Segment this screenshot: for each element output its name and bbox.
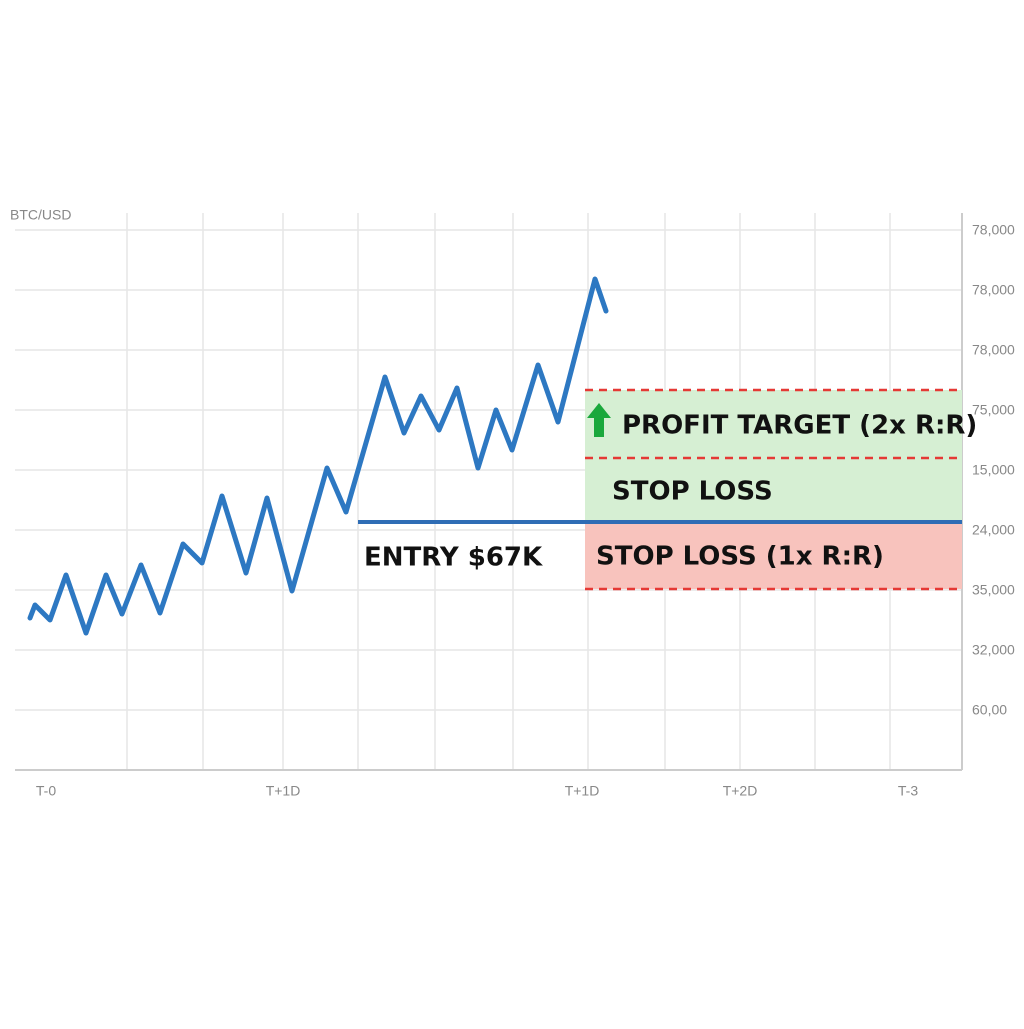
x-tick-label: T+2D <box>723 783 758 799</box>
y-labels: 78,000 78,000 78,000 75,000 15,000 24,00… <box>972 222 1015 718</box>
x-tick-label: T+1D <box>565 783 600 799</box>
y-tick-label: 75,000 <box>972 402 1015 418</box>
x-labels: T-0 T+1D T+1D T+2D T-3 <box>36 783 918 799</box>
y-tick-label: 60,00 <box>972 702 1007 718</box>
y-tick-label: 35,000 <box>972 582 1015 598</box>
pair-label: BTC/USD <box>10 207 71 223</box>
up-arrow <box>587 403 611 437</box>
zone-lines <box>585 388 962 591</box>
y-tick-label: 24,000 <box>972 522 1015 538</box>
entry-label: ENTRY $67K <box>364 543 543 573</box>
profit-target-label: PROFIT TARGET (2x R:R) <box>622 411 977 441</box>
price-line <box>27 276 609 636</box>
stop-loss-label: STOP LOSS <box>612 477 773 507</box>
loss-zone <box>585 522 962 589</box>
x-tick-label: T-3 <box>898 783 918 799</box>
y-tick-label: 78,000 <box>972 282 1015 298</box>
profit-zone <box>585 390 962 522</box>
x-tick-label: T-0 <box>36 783 56 799</box>
y-tick-label: 15,000 <box>972 462 1015 478</box>
y-tick-label: 78,000 <box>972 342 1015 358</box>
x-tick-label: T+1D <box>266 783 301 799</box>
stop-loss-label: STOP LOSS (1x R:R) <box>596 542 884 572</box>
y-tick-label: 78,000 <box>972 222 1015 238</box>
y-tick-label: 32,000 <box>972 642 1015 658</box>
